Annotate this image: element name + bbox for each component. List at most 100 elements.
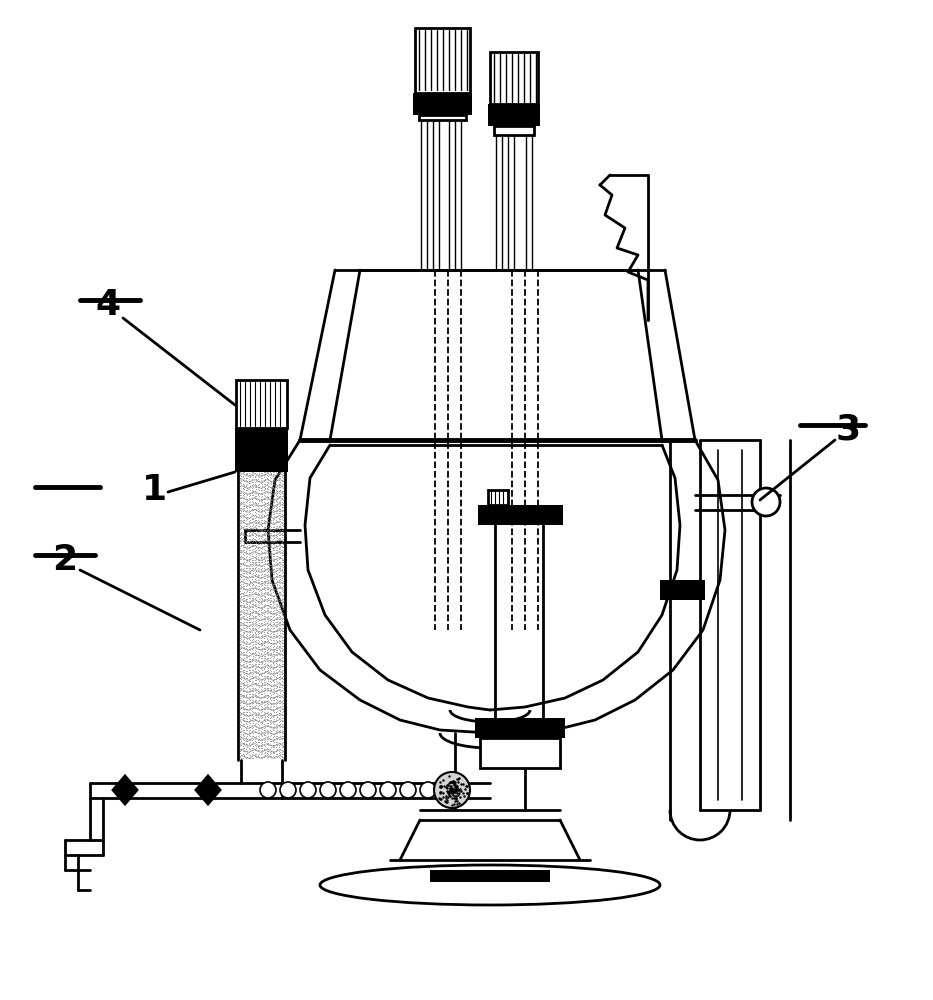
Point <box>239 667 254 683</box>
Point <box>270 653 285 669</box>
Point <box>275 536 290 552</box>
Point <box>239 465 254 481</box>
Point <box>239 534 254 550</box>
Point <box>252 677 267 693</box>
Point <box>267 596 282 612</box>
Point <box>244 590 259 606</box>
Point <box>239 494 254 510</box>
Point <box>235 726 250 742</box>
Point <box>264 565 279 581</box>
Point <box>235 629 250 645</box>
Point <box>234 726 249 742</box>
Point <box>246 662 261 678</box>
Point <box>237 593 252 609</box>
Point <box>240 686 255 702</box>
Point <box>275 738 290 754</box>
Point <box>264 579 279 595</box>
Point <box>232 551 247 567</box>
Point <box>253 521 268 537</box>
Point <box>232 724 247 740</box>
Point <box>270 614 285 630</box>
Point <box>272 494 286 510</box>
Point <box>234 599 249 615</box>
Point <box>239 687 254 703</box>
Point <box>257 602 272 618</box>
Point <box>270 629 285 645</box>
Point <box>246 620 261 636</box>
Point <box>250 620 265 636</box>
Point <box>265 588 280 604</box>
Point <box>249 663 264 679</box>
Point <box>272 736 287 752</box>
Point <box>258 617 272 633</box>
Point <box>259 736 274 752</box>
Point <box>246 725 261 741</box>
Point <box>234 483 249 499</box>
Point <box>239 605 254 621</box>
Point <box>244 524 259 540</box>
Point <box>243 599 258 615</box>
Point <box>267 556 282 572</box>
Point <box>252 706 267 722</box>
Point <box>272 642 287 658</box>
Point <box>270 466 285 482</box>
Point <box>258 504 272 520</box>
Point <box>234 686 249 702</box>
Point <box>264 625 279 641</box>
Point <box>253 489 268 505</box>
Point <box>244 537 259 553</box>
Point <box>260 552 275 568</box>
Point <box>267 626 282 642</box>
Point <box>260 511 275 527</box>
Point <box>272 536 286 552</box>
Point <box>249 603 264 619</box>
Point <box>240 502 255 518</box>
Point <box>264 623 279 639</box>
Point <box>265 655 280 671</box>
Point <box>247 613 262 629</box>
Point <box>252 649 267 665</box>
Point <box>270 540 285 556</box>
Point <box>268 473 283 489</box>
Point <box>249 677 264 693</box>
Point <box>249 505 264 521</box>
Point <box>237 732 252 748</box>
Point <box>265 703 280 719</box>
Point <box>258 545 272 561</box>
Point <box>246 631 261 647</box>
Point <box>240 670 255 686</box>
Point <box>265 510 280 526</box>
Point <box>265 470 280 486</box>
Point <box>246 557 261 573</box>
Point <box>262 744 277 760</box>
Point <box>232 632 247 648</box>
Point <box>268 688 283 704</box>
Point <box>242 549 257 565</box>
Point <box>267 588 282 604</box>
Point <box>246 650 261 666</box>
Point <box>259 708 274 724</box>
Point <box>264 543 279 559</box>
Point <box>272 605 287 621</box>
Point <box>249 605 264 621</box>
Point <box>232 508 247 524</box>
Point <box>260 746 275 762</box>
Point <box>259 725 274 741</box>
Point <box>268 538 283 554</box>
Point <box>244 728 259 744</box>
Point <box>258 582 272 598</box>
Point <box>274 635 289 651</box>
Point <box>272 554 287 570</box>
Point <box>243 750 258 766</box>
Point <box>264 519 279 535</box>
Point <box>259 517 274 533</box>
Point <box>234 688 249 704</box>
Point <box>274 595 289 611</box>
Point <box>242 481 257 497</box>
Point <box>242 698 257 714</box>
Point <box>234 737 249 753</box>
Point <box>250 704 265 720</box>
Point <box>253 470 268 486</box>
Point <box>267 583 282 599</box>
Point <box>246 474 261 490</box>
